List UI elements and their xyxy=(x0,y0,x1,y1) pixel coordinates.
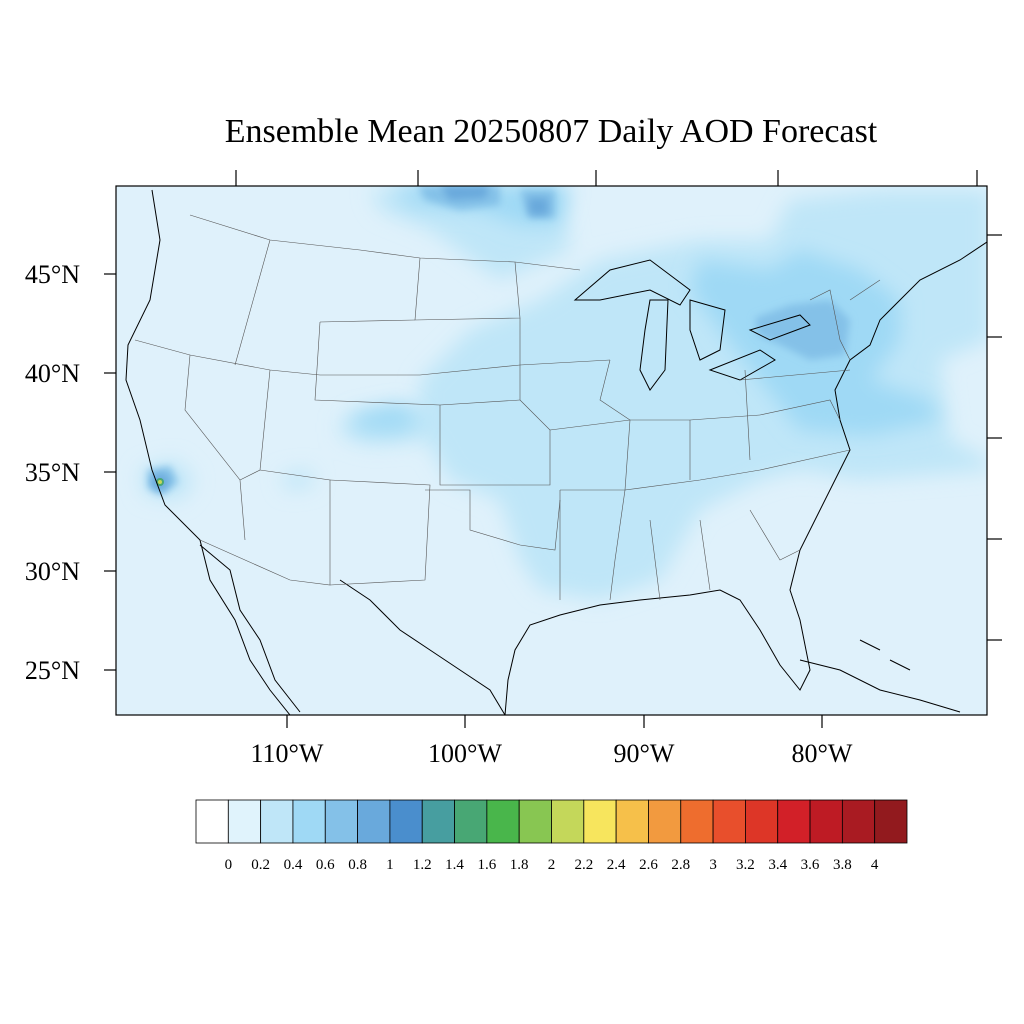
colorbar-tick-label: 3.2 xyxy=(736,857,755,873)
colorbar-swatch xyxy=(389,799,423,844)
colorbar-swatch xyxy=(680,799,714,844)
lat-label: 40°N xyxy=(25,359,80,388)
lon-label: 110°W xyxy=(251,739,324,768)
colorbar-tick-label: 0.6 xyxy=(316,857,335,873)
lat-label: 30°N xyxy=(25,557,80,586)
map-plot-area xyxy=(116,186,987,715)
colorbar-swatch xyxy=(777,799,811,844)
colorbar-tick-label: 2.6 xyxy=(639,857,658,873)
lat-label: 35°N xyxy=(25,458,80,487)
colorbar-tick-label: 2 xyxy=(548,857,556,873)
state-borders xyxy=(134,214,881,601)
colorbar-swatch xyxy=(712,799,746,844)
colorbar-swatch xyxy=(292,799,326,844)
colorbar-swatch xyxy=(518,799,552,844)
colorbar-tick-label: 3 xyxy=(709,857,717,873)
colorbar-swatch xyxy=(486,799,520,844)
colorbar xyxy=(195,799,908,844)
colorbar-swatch xyxy=(324,799,358,844)
lon-label: 80°W xyxy=(792,739,853,768)
lon-label: 90°W xyxy=(614,739,675,768)
colorbar-swatch xyxy=(195,799,229,844)
colorbar-swatch xyxy=(421,799,455,844)
axis-ticks xyxy=(104,170,1002,728)
colorbar-swatch xyxy=(615,799,649,844)
map-frame xyxy=(115,185,988,716)
colorbar-tick-label: 0.8 xyxy=(348,857,367,873)
colorbar-swatch xyxy=(551,799,585,844)
colorbar-swatch xyxy=(260,799,294,844)
colorbar-swatch xyxy=(583,799,617,844)
lat-label: 25°N xyxy=(25,656,80,685)
colorbar-swatch xyxy=(357,799,391,844)
latitude-labels: 45°N 40°N 35°N 30°N 25°N xyxy=(25,260,80,685)
colorbar-swatch xyxy=(874,799,908,844)
map-title: Ensemble Mean 20250807 Daily AOD Forecas… xyxy=(225,113,878,150)
colorbar-tick-label: 1.6 xyxy=(477,857,496,873)
colorbar-tick-label: 1.2 xyxy=(413,857,432,873)
colorbar-tick-label: 1.8 xyxy=(510,857,529,873)
colorbar-tick-label: 3.8 xyxy=(833,857,852,873)
colorbar-tick-label: 3.4 xyxy=(768,857,787,873)
lat-label: 45°N xyxy=(25,260,80,289)
colorbar-tick-label: 1 xyxy=(386,857,394,873)
colorbar-swatch xyxy=(809,799,843,844)
colorbar-tick-label: 1.4 xyxy=(445,857,464,873)
colorbar-swatch xyxy=(745,799,779,844)
colorbar-tick-label: 2.4 xyxy=(607,857,626,873)
colorbar-tick-label: 0.4 xyxy=(284,857,303,873)
colorbar-swatch xyxy=(841,799,876,844)
colorbar-tick-label: 2.8 xyxy=(671,857,690,873)
colorbar-tick-label: 2.2 xyxy=(574,857,593,873)
longitude-labels: 110°W 100°W 90°W 80°W xyxy=(251,739,853,768)
colorbar-tick-label: 0.2 xyxy=(251,857,270,873)
lon-label: 100°W xyxy=(428,739,502,768)
colorbar-tick-label: 3.6 xyxy=(801,857,820,873)
aod-hotspot-california xyxy=(156,478,164,486)
colorbar-labels: 0 0.2 0.4 0.6 0.8 1 1.2 1.4 1.6 1.8 2 2.2 2.4 2.6 2.8 3… xyxy=(225,857,879,873)
colorbar-swatch xyxy=(227,799,262,844)
colorbar-tick-label: 0 xyxy=(225,857,233,873)
colorbar-swatch xyxy=(454,799,488,844)
colorbar-tick-label: 4 xyxy=(871,857,879,873)
coastlines xyxy=(125,189,987,715)
colorbar-swatch xyxy=(648,799,682,844)
